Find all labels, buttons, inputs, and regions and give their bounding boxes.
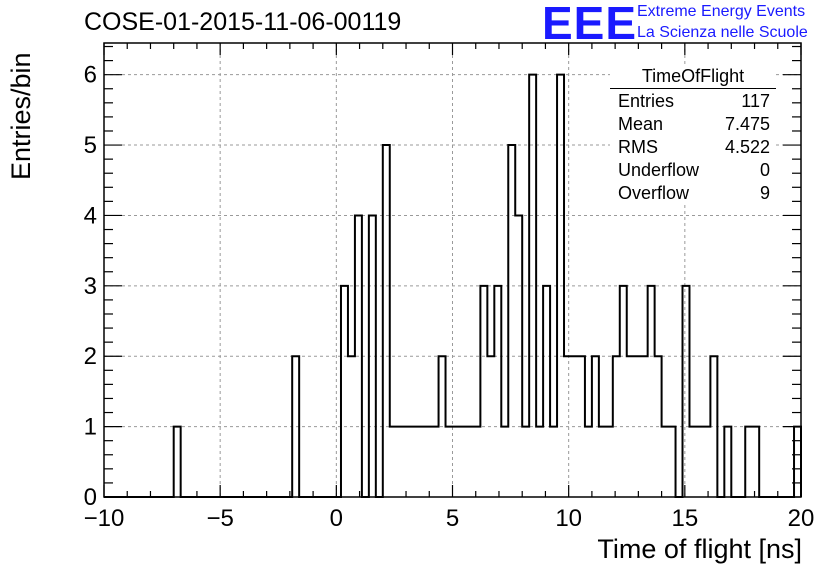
x-tick-label: 5 (446, 505, 459, 532)
histogram-bin (683, 286, 690, 497)
logo-subtitle-line1: Extreme Energy Events (637, 3, 806, 20)
histogram-bin (494, 286, 501, 497)
histogram-bin (508, 145, 515, 497)
x-axis-label: Time of flight [ns] (597, 534, 802, 564)
y-tick-label: 5 (84, 132, 97, 159)
y-tick-label: 6 (84, 62, 97, 89)
logo-subtitle-line2: La Scienza nelle Scuole (637, 24, 808, 41)
chart-title: COSE-01-2015-11-06-00119 (84, 8, 402, 36)
stats-row-overflow: Overflow 9 (610, 182, 776, 205)
histogram-bin (669, 427, 676, 497)
histogram-bin (620, 286, 627, 497)
histogram-bin (404, 427, 411, 497)
histogram-bin (453, 427, 460, 497)
histogram-bin (473, 427, 480, 497)
histogram-bin (724, 427, 731, 497)
histogram-bin (648, 286, 655, 497)
stats-row-underflow: Underflow 0 (610, 159, 776, 182)
x-tick-label: −5 (206, 505, 233, 532)
stats-label: RMS (618, 137, 658, 157)
y-tick-label: 3 (84, 273, 97, 300)
stats-value: 0 (759, 160, 770, 180)
histogram-bin (752, 427, 759, 497)
y-tick-label: 2 (84, 343, 97, 370)
histogram-bin (341, 286, 348, 497)
stats-row-mean: Mean 7.475 (610, 113, 776, 136)
stats-value: 4.522 (724, 137, 770, 157)
y-tick-label: 4 (84, 202, 97, 229)
histogram-bin (411, 427, 418, 497)
histogram-bin (383, 145, 390, 497)
x-tick-label: 15 (671, 505, 698, 532)
histogram-bin (794, 427, 801, 497)
histogram-bin (662, 427, 669, 497)
histogram-bin (480, 286, 487, 497)
axis-tick-labels: −10 −5 0 5 10 15 20 0 1 2 3 4 5 6 (84, 62, 815, 532)
histogram-bin (432, 427, 439, 497)
histogram-bin (696, 427, 703, 497)
stats-box: TimeOfFlight Entries 117 Mean 7.475 RMS … (610, 66, 776, 205)
histogram-bin (174, 427, 181, 497)
x-tick-label: 10 (555, 505, 582, 532)
histogram-bin (745, 427, 752, 497)
histogram-bin (599, 427, 606, 497)
histogram-bin (425, 427, 432, 497)
x-tick-label: 0 (330, 505, 343, 532)
stats-label: Entries (618, 91, 675, 111)
histogram-bin (606, 427, 613, 497)
stats-value: 117 (741, 91, 770, 111)
y-tick-label: 1 (84, 414, 97, 441)
histogram-bin (418, 427, 425, 497)
stats-value: 7.475 (724, 114, 770, 134)
stats-title: TimeOfFlight (610, 66, 776, 89)
histogram-bin (550, 427, 557, 497)
stats-label: Mean (618, 114, 664, 134)
axis-ticks (103, 43, 802, 498)
histogram-bin (397, 427, 404, 497)
x-tick-label: −10 (84, 505, 125, 532)
x-tick-label: 20 (788, 505, 815, 532)
histogram-bin (522, 427, 529, 497)
histogram-bin (689, 427, 696, 497)
stats-row-rms: RMS 4.522 (610, 136, 776, 159)
histogram-bin (390, 427, 397, 497)
y-tick-label: 0 (84, 484, 97, 511)
stats-value: 9 (759, 183, 770, 203)
y-axis-label: Entries/bin (6, 52, 36, 180)
stats-row-entries: Entries 117 (610, 90, 776, 113)
histogram-bin (536, 427, 543, 497)
histogram-bin (703, 427, 710, 497)
histogram-bin (585, 427, 592, 497)
stats-label: Underflow (618, 160, 700, 180)
histogram-bin (459, 427, 466, 497)
histogram-bin (446, 427, 453, 497)
histogram-bin (466, 427, 473, 497)
histogram-bin (543, 286, 550, 497)
eee-logo: EEE (542, 0, 638, 49)
stats-label: Overflow (618, 183, 690, 203)
histogram-bin (501, 427, 508, 497)
